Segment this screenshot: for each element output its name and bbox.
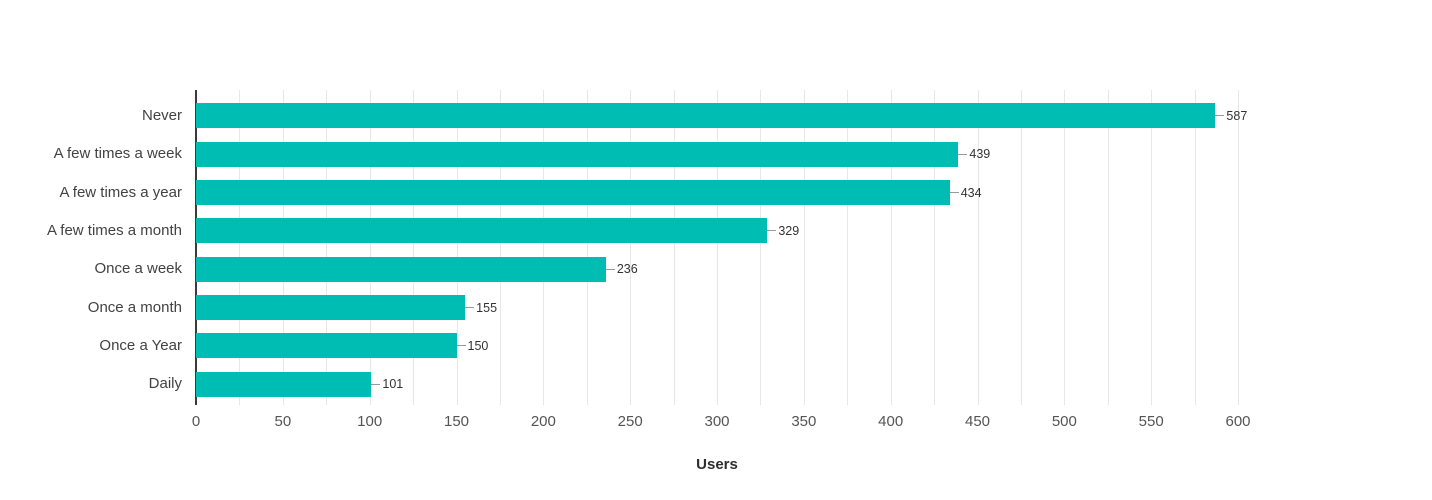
x-axis-title: Users	[696, 456, 738, 473]
gridline	[1020, 90, 1022, 405]
category-label: A few times a year	[59, 183, 182, 201]
bar	[196, 103, 1216, 129]
category-label: A few times a week	[53, 145, 182, 163]
bar	[196, 256, 606, 282]
gridline	[282, 90, 284, 405]
gridline	[630, 90, 632, 405]
category-label: Once a month	[87, 298, 182, 316]
value-label: 236	[616, 262, 638, 277]
value-label: 155	[476, 300, 498, 315]
x-tick-label: 500	[1051, 413, 1077, 430]
value-connector	[371, 383, 381, 385]
value-label: 329	[778, 223, 800, 238]
x-tick-label: 0	[191, 413, 201, 430]
x-tick-label: 300	[704, 413, 730, 430]
x-tick-label: 450	[964, 413, 991, 430]
x-tick-label: 150	[443, 413, 470, 430]
value-label: 439	[969, 147, 991, 162]
value-connector	[1215, 115, 1225, 117]
value-label: 150	[467, 338, 489, 353]
value-label: 587	[1226, 108, 1248, 123]
x-tick-label: 200	[530, 413, 556, 430]
gridline	[543, 90, 545, 405]
bar	[196, 180, 950, 206]
gridline	[847, 90, 849, 405]
value-label: 434	[960, 185, 982, 200]
gridline	[673, 90, 675, 405]
category-axis-line	[195, 90, 197, 405]
x-tick-label: 550	[1138, 413, 1164, 430]
x-tick-label: 400	[878, 413, 904, 430]
bar	[196, 218, 768, 244]
x-tick-label: 100	[357, 413, 383, 430]
gridline	[326, 90, 328, 405]
gridline	[1194, 90, 1196, 405]
gridline	[369, 90, 371, 405]
gridline	[456, 90, 458, 405]
gridline	[586, 90, 588, 405]
x-tick-label: 50	[274, 413, 292, 430]
category-label: A few times a month	[46, 221, 182, 239]
gridline	[977, 90, 979, 405]
bar	[196, 333, 457, 359]
value-connector	[456, 345, 466, 347]
gridline	[803, 90, 805, 405]
bar	[196, 141, 959, 167]
value-connector	[958, 153, 968, 155]
gridline	[760, 90, 762, 405]
gridline	[239, 90, 241, 405]
category-label: Once a Year	[99, 336, 182, 354]
gridline	[1238, 90, 1239, 405]
gridline	[413, 90, 415, 405]
gridline	[1064, 90, 1066, 405]
category-label: Daily	[148, 375, 182, 393]
value-connector	[949, 192, 959, 194]
x-tick-label: 250	[617, 413, 643, 430]
gridline	[890, 90, 892, 405]
value-connector	[605, 268, 615, 270]
gridline	[1151, 90, 1153, 405]
x-tick-label: 350	[791, 413, 817, 430]
value-connector	[767, 230, 777, 232]
bar	[196, 371, 372, 397]
value-connector	[465, 307, 475, 309]
bar	[196, 295, 466, 321]
value-label: 101	[382, 377, 404, 392]
gridline	[934, 90, 936, 405]
gridline	[717, 90, 718, 405]
x-tick-label: 600	[1225, 413, 1251, 430]
gridline	[499, 90, 501, 405]
gridline	[1107, 90, 1109, 405]
category-label: Never	[141, 106, 182, 124]
category-label: Once a week	[94, 260, 182, 278]
